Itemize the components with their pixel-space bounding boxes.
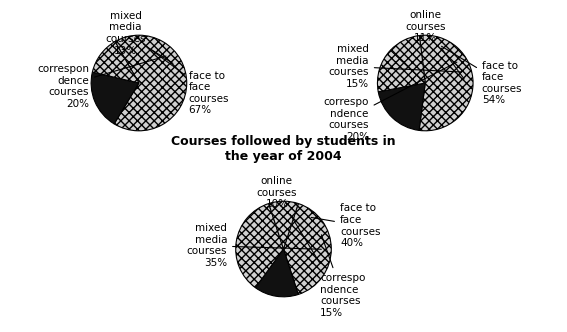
Text: face to
face
courses
40%: face to face courses 40% — [311, 204, 380, 248]
Wedge shape — [419, 35, 473, 131]
Text: correspo
ndence
courses
15%: correspo ndence courses 15% — [320, 235, 365, 318]
Text: face to
face
courses
54%: face to face courses 54% — [442, 46, 522, 105]
Text: correspo
ndence
courses
20%: correspo ndence courses 20% — [323, 62, 457, 142]
Wedge shape — [92, 42, 139, 83]
Wedge shape — [391, 36, 425, 83]
Text: mixed
media
courses
35%: mixed media courses 35% — [187, 223, 321, 268]
Text: online
courses
11%: online courses 11% — [405, 10, 464, 79]
Wedge shape — [255, 249, 298, 297]
Wedge shape — [378, 83, 425, 130]
Wedge shape — [91, 72, 139, 124]
Wedge shape — [269, 201, 298, 249]
Title: Courses followed by students in
the year of 2004: Courses followed by students in the year… — [171, 135, 396, 163]
Wedge shape — [236, 204, 284, 288]
Wedge shape — [284, 204, 331, 294]
Text: mixed
media
courses
15%: mixed media courses 15% — [328, 44, 462, 89]
Text: correspon
dence
courses
20%: correspon dence courses 20% — [37, 56, 166, 109]
Wedge shape — [378, 50, 425, 92]
Wedge shape — [114, 35, 187, 131]
Text: online
courses
10%: online courses 10% — [257, 176, 319, 263]
Text: face to
face
courses
67%: face to face courses 67% — [143, 44, 229, 115]
Text: mixed
media
courses
13%: mixed media courses 13% — [105, 11, 173, 63]
